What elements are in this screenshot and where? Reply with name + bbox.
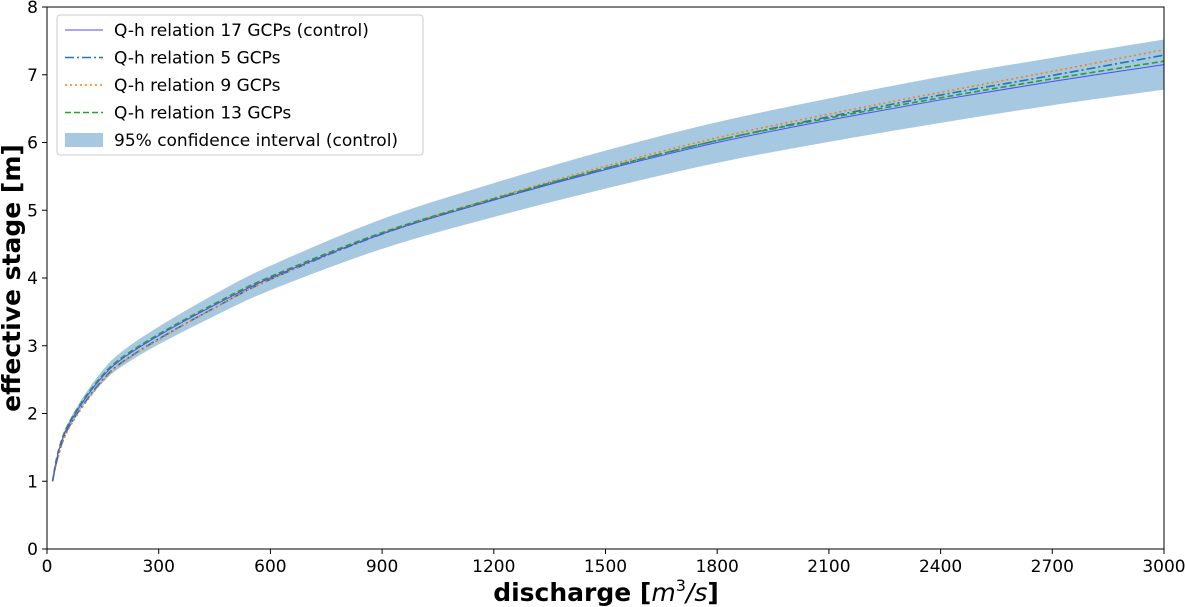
legend: Q-h relation 17 GCPs (control) Q-h relati… bbox=[56, 14, 424, 156]
legend-label: Q-h relation 9 GCPs bbox=[114, 76, 281, 96]
x-tick-label: 900 bbox=[366, 557, 398, 577]
legend-label: Q-h relation 5 GCPs bbox=[114, 49, 281, 69]
x-axis-label-unit-base: m bbox=[651, 578, 675, 607]
x-axis-label-text: discharge [ bbox=[493, 578, 651, 607]
x-axis-label-unit-rest: /s bbox=[684, 578, 707, 607]
y-tick-label: 7 bbox=[27, 66, 38, 86]
x-tick-label: 3000 bbox=[1142, 557, 1185, 577]
series-line-1 bbox=[51, 54, 1165, 482]
y-tick-label: 8 bbox=[27, 0, 38, 18]
y-tick-label: 1 bbox=[27, 472, 38, 492]
confidence-band-layer bbox=[52, 39, 1165, 482]
x-tick-label: 1500 bbox=[584, 557, 627, 577]
legend-frame bbox=[56, 14, 424, 156]
legend-label: Q-h relation 17 GCPs (control) bbox=[114, 21, 369, 41]
x-tick-label: 2400 bbox=[919, 557, 962, 577]
y-tick-label: 5 bbox=[27, 201, 38, 221]
y-axis-label: effective stage [m] bbox=[0, 144, 26, 412]
x-axis-label: discharge [m3/s] bbox=[493, 576, 719, 607]
x-tick-label: 0 bbox=[42, 557, 53, 577]
x-axis-label-unit-exp: 3 bbox=[676, 576, 686, 595]
legend-entry-4: 95% confidence interval (control) bbox=[65, 131, 398, 151]
series-lines-layer bbox=[51, 48, 1165, 482]
x-tick-label: 2700 bbox=[1031, 557, 1074, 577]
series-line-0 bbox=[52, 64, 1165, 482]
x-tick-label: 2100 bbox=[807, 557, 850, 577]
x-tick-label: 600 bbox=[254, 557, 286, 577]
legend-entry-1: Q-h relation 5 GCPs bbox=[65, 49, 281, 69]
legend-label: Q-h relation 13 GCPs bbox=[114, 104, 291, 124]
legend-entry-2: Q-h relation 9 GCPs bbox=[65, 76, 281, 96]
series-line-3 bbox=[51, 60, 1165, 482]
legend-band-swatch bbox=[65, 133, 103, 147]
y-tick-label: 0 bbox=[27, 540, 38, 560]
series-line-2 bbox=[51, 48, 1165, 482]
x-tick-label: 300 bbox=[142, 557, 174, 577]
legend-entry-0: Q-h relation 17 GCPs (control) bbox=[65, 21, 369, 41]
y-tick-label: 6 bbox=[27, 134, 38, 154]
confidence-band bbox=[52, 39, 1165, 482]
x-tick-label: 1800 bbox=[696, 557, 739, 577]
y-tick-label: 3 bbox=[27, 337, 38, 357]
legend-entry-3: Q-h relation 13 GCPs bbox=[65, 104, 291, 124]
y-tick-label: 4 bbox=[27, 269, 38, 289]
x-axis-label-close: ] bbox=[707, 578, 718, 607]
x-axis-ticks: 0 300 600 900 1200 1500 1800 2100 2400 2700 3000 bbox=[42, 549, 1185, 577]
legend-label: 95% confidence interval (control) bbox=[114, 131, 398, 151]
y-axis-ticks: 0 1 2 3 4 5 6 7 8 bbox=[27, 0, 47, 560]
x-tick-label: 1200 bbox=[472, 557, 515, 577]
y-tick-label: 2 bbox=[27, 405, 38, 425]
